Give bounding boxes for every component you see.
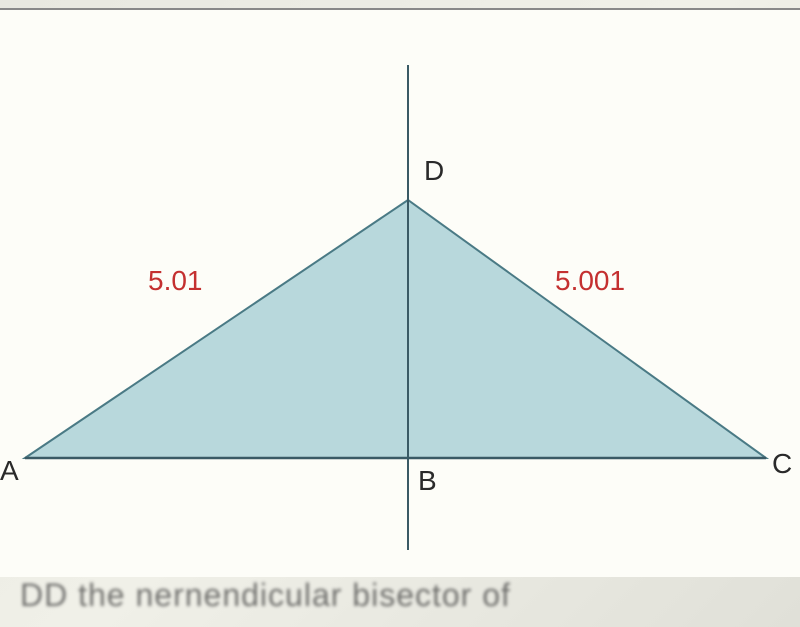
photo-background: A B C D 5.01 5.001 DD the nernendicular … bbox=[0, 0, 800, 627]
diagram-screen: A B C D 5.01 5.001 bbox=[0, 8, 800, 577]
triangle-svg bbox=[0, 10, 800, 580]
geometry-diagram: A B C D 5.01 5.001 bbox=[0, 10, 800, 577]
triangle-shape bbox=[25, 200, 766, 458]
side-label-ad: 5.01 bbox=[148, 265, 203, 297]
side-label-dc: 5.001 bbox=[555, 265, 625, 297]
vertex-label-b: B bbox=[418, 465, 437, 497]
vertex-label-a: A bbox=[0, 455, 19, 487]
vertex-label-c: C bbox=[772, 448, 792, 480]
vertex-label-d: D bbox=[424, 155, 444, 187]
cutoff-question-text: DD the nernendicular bisector of bbox=[20, 577, 800, 627]
